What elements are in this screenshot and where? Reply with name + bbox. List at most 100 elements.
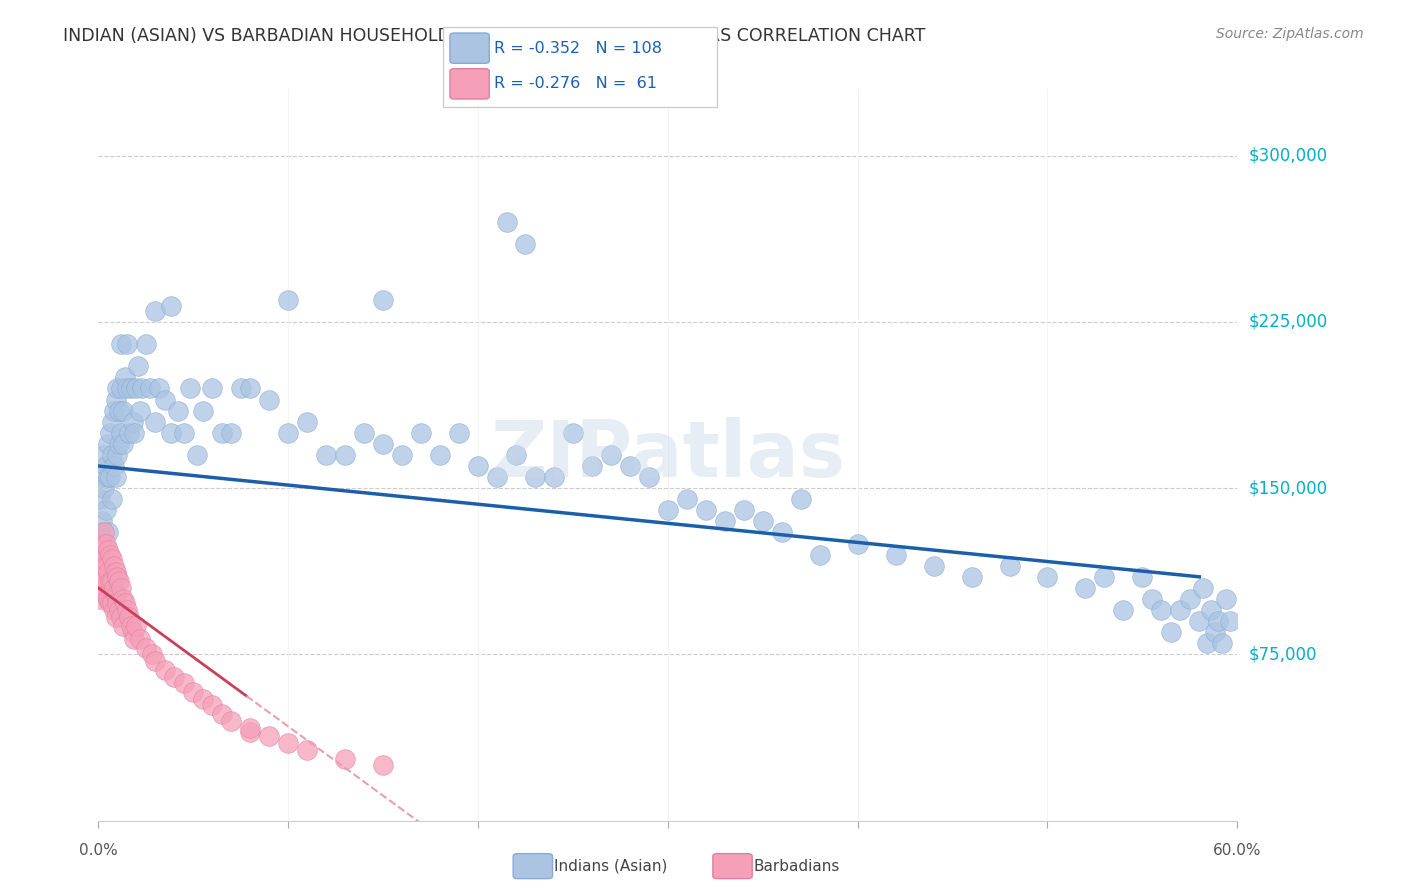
Text: INDIAN (ASIAN) VS BARBADIAN HOUSEHOLDER INCOME AGES 45 - 64 YEARS CORRELATION CH: INDIAN (ASIAN) VS BARBADIAN HOUSEHOLDER … — [63, 27, 925, 45]
Point — [1160, 625, 1182, 640]
Point — [148, 381, 170, 395]
Point — [259, 392, 281, 407]
Point — [211, 707, 233, 722]
Point — [486, 470, 509, 484]
Point — [752, 515, 775, 529]
Point — [173, 676, 195, 690]
Point — [100, 574, 122, 589]
Point — [1036, 570, 1059, 584]
Text: 0.0%: 0.0% — [79, 843, 118, 858]
Point — [1215, 592, 1237, 607]
Point — [94, 458, 117, 473]
Point — [657, 503, 679, 517]
Point — [277, 293, 299, 307]
Point — [1094, 570, 1116, 584]
Point — [960, 570, 983, 584]
Text: Barbadians: Barbadians — [754, 859, 839, 873]
Point — [1208, 614, 1230, 628]
Point — [107, 381, 129, 395]
Point — [808, 548, 831, 562]
Point — [239, 381, 262, 395]
Point — [108, 603, 131, 617]
Point — [114, 370, 136, 384]
Point — [173, 425, 195, 440]
Point — [103, 581, 125, 595]
Point — [98, 574, 121, 589]
Point — [120, 618, 142, 632]
Point — [89, 570, 111, 584]
Point — [115, 603, 138, 617]
Point — [103, 403, 125, 417]
Point — [97, 525, 120, 540]
Point — [93, 552, 115, 566]
Point — [191, 691, 214, 706]
Point — [1188, 614, 1211, 628]
Point — [110, 425, 132, 440]
Point — [371, 293, 394, 307]
Point — [239, 721, 262, 735]
Point — [191, 403, 214, 417]
Point — [93, 448, 115, 462]
Point — [515, 237, 537, 252]
Point — [600, 448, 623, 462]
Point — [104, 392, 127, 407]
Point — [770, 525, 793, 540]
Point — [211, 425, 233, 440]
Point — [1150, 603, 1173, 617]
Point — [581, 458, 603, 473]
Point — [125, 381, 148, 395]
Point — [153, 392, 176, 407]
Point — [131, 381, 153, 395]
Text: $75,000: $75,000 — [1249, 646, 1317, 664]
Point — [107, 570, 129, 584]
Point — [922, 558, 945, 573]
Point — [467, 458, 489, 473]
Point — [94, 558, 117, 573]
Point — [733, 503, 755, 517]
Point — [114, 596, 136, 610]
Text: 60.0%: 60.0% — [1213, 843, 1261, 858]
Point — [297, 415, 319, 429]
Point — [495, 215, 517, 229]
Point — [100, 552, 122, 566]
Point — [91, 470, 114, 484]
Point — [259, 730, 281, 744]
Point — [505, 448, 527, 462]
Point — [1074, 581, 1097, 595]
Text: $150,000: $150,000 — [1249, 479, 1327, 497]
Point — [110, 609, 132, 624]
Point — [449, 425, 471, 440]
Point — [135, 337, 157, 351]
Point — [129, 403, 152, 417]
Point — [100, 448, 122, 462]
Point — [129, 632, 152, 646]
Point — [120, 381, 142, 395]
Point — [695, 503, 717, 517]
Point — [163, 669, 186, 683]
Text: $300,000: $300,000 — [1249, 146, 1327, 165]
Point — [159, 300, 181, 314]
Point — [107, 448, 129, 462]
Point — [1132, 570, 1154, 584]
Point — [159, 425, 181, 440]
Point — [112, 403, 135, 417]
Point — [619, 458, 641, 473]
Point — [118, 425, 141, 440]
Point — [108, 574, 131, 589]
Point — [676, 492, 699, 507]
Point — [790, 492, 813, 507]
Point — [94, 503, 117, 517]
Point — [277, 736, 299, 750]
Point — [638, 470, 661, 484]
Point — [145, 415, 167, 429]
Point — [1140, 592, 1163, 607]
Point — [1192, 581, 1215, 595]
Point — [97, 470, 120, 484]
Point — [98, 596, 121, 610]
Point — [112, 618, 135, 632]
Point — [524, 470, 547, 484]
Point — [201, 698, 224, 713]
Point — [135, 640, 157, 655]
Point — [138, 381, 160, 395]
Point — [335, 751, 357, 765]
